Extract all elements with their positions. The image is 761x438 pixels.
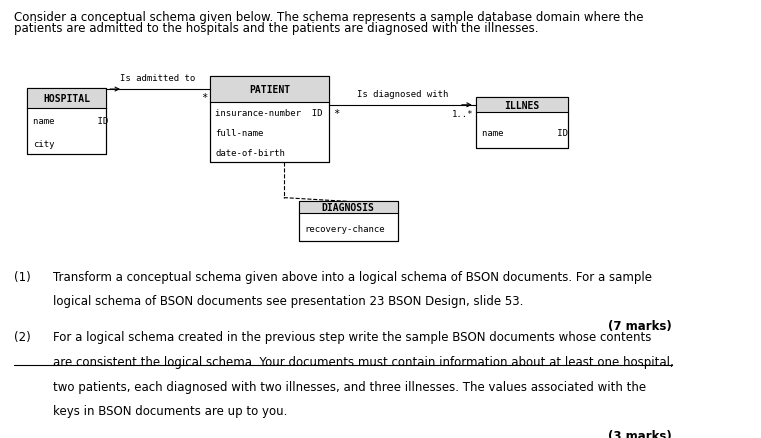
- Text: name          ID: name ID: [482, 128, 568, 138]
- Text: full-name: full-name: [215, 129, 263, 138]
- Text: insurance-number  ID: insurance-number ID: [215, 109, 323, 118]
- Text: *: *: [333, 109, 339, 119]
- Text: (2): (2): [14, 331, 30, 343]
- Text: (3 marks): (3 marks): [608, 429, 672, 438]
- Bar: [298, 202, 397, 242]
- Text: *: *: [201, 93, 207, 103]
- Text: Is admitted to: Is admitted to: [120, 74, 196, 83]
- Bar: [27, 88, 106, 108]
- Text: city: city: [33, 140, 54, 149]
- Bar: [298, 202, 397, 242]
- Text: ILLNES: ILLNES: [505, 101, 540, 110]
- Text: Consider a conceptual schema given below. The schema represents a sample databas: Consider a conceptual schema given below…: [14, 11, 643, 24]
- Text: logical schema of BSON documents see presentation 23 BSON Design, slide 53.: logical schema of BSON documents see pre…: [53, 295, 523, 307]
- Text: DIAGNOSIS: DIAGNOSIS: [322, 203, 374, 213]
- Text: patients are admitted to the hospitals and the patients are diagnosed with the i: patients are admitted to the hospitals a…: [14, 22, 538, 35]
- Bar: [27, 88, 106, 155]
- Text: name        ID: name ID: [33, 117, 108, 126]
- Text: keys in BSON documents are up to you.: keys in BSON documents are up to you.: [53, 404, 287, 417]
- Bar: [210, 77, 330, 162]
- Text: (1): (1): [14, 270, 30, 283]
- Bar: [476, 98, 568, 149]
- Text: recovery-chance: recovery-chance: [304, 225, 384, 233]
- Text: For a logical schema created in the previous step write the sample BSON document: For a logical schema created in the prev…: [53, 331, 651, 343]
- Text: are consistent the logical schema. Your documents must contain information about: are consistent the logical schema. Your …: [53, 355, 673, 368]
- Bar: [27, 88, 106, 155]
- Text: HOSPITAL: HOSPITAL: [43, 93, 90, 103]
- Text: PATIENT: PATIENT: [249, 85, 290, 95]
- Text: Is diagnosed with: Is diagnosed with: [357, 90, 448, 99]
- Bar: [210, 77, 330, 162]
- Bar: [476, 98, 568, 113]
- Text: 1..*: 1..*: [452, 110, 473, 118]
- Text: (7 marks): (7 marks): [608, 319, 672, 332]
- Text: two patients, each diagnosed with two illnesses, and three illnesses. The values: two patients, each diagnosed with two il…: [53, 380, 646, 393]
- Bar: [298, 202, 397, 214]
- Bar: [210, 77, 330, 102]
- Text: Transform a conceptual schema given above into a logical schema of BSON document: Transform a conceptual schema given abov…: [53, 270, 651, 283]
- Text: date-of-birth: date-of-birth: [215, 149, 285, 158]
- Bar: [476, 98, 568, 149]
